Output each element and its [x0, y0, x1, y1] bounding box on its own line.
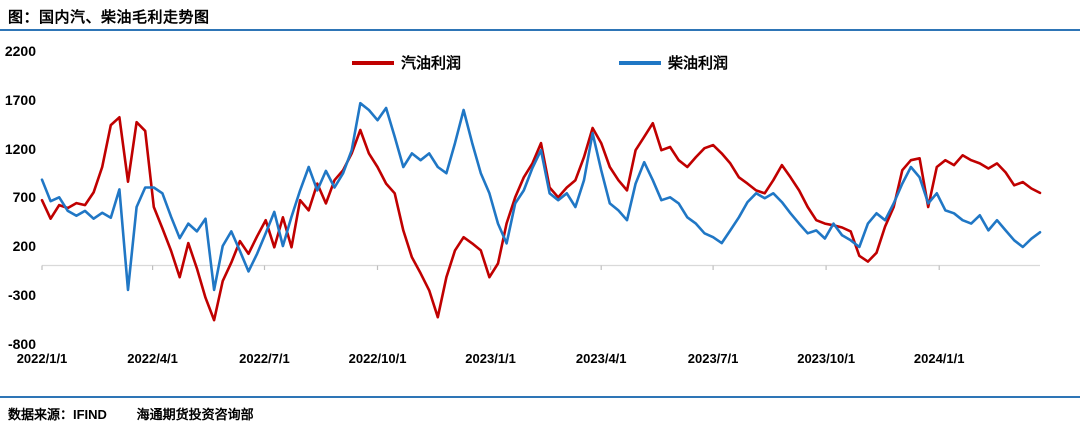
y-axis-tick-label: 200 — [12, 238, 36, 254]
x-axis-tick-label: 2024/1/1 — [913, 351, 965, 366]
y-axis-tick-label: -300 — [7, 286, 36, 303]
y-axis-tick-label: 700 — [12, 189, 36, 206]
x-axis-tick-label: 2022/1/1 — [16, 351, 68, 366]
gasoline-line — [40, 116, 1042, 322]
legend-item-gasoline: 汽油利润 — [351, 52, 461, 73]
chart-legend: 汽油利润 柴油利润 — [0, 52, 1080, 73]
legend-item-diesel: 柴油利润 — [619, 52, 728, 73]
y-axis-tick-label: 1700 — [4, 91, 36, 108]
legend-label-gasoline: 汽油利润 — [400, 55, 461, 72]
footer: 数据来源：IFIND 海通期货投资咨询部 — [0, 396, 1080, 423]
y-axis-tick-label: 1200 — [4, 140, 36, 157]
title-underline-rule — [0, 29, 1080, 31]
diesel-line — [40, 101, 1042, 292]
x-axis-tick-label: 2023/1/1 — [465, 351, 516, 366]
page-title: 图：国内汽、柴油毛利走势图 — [8, 9, 210, 26]
y-axis-tick-label: -800 — [7, 335, 36, 352]
department-label: 海通期货投资咨询部 — [136, 407, 254, 422]
x-axis-tick-label: 2023/10/1 — [797, 351, 856, 366]
x-axis-tick-label: 2023/7/1 — [687, 351, 739, 366]
diesel-line-swatch — [619, 60, 661, 65]
x-axis-tick-label: 2022/10/1 — [348, 351, 407, 366]
y-axis-tick-label: 2200 — [4, 43, 36, 59]
gasoline-line-swatch — [351, 60, 394, 65]
legend-label-diesel: 柴油利润 — [668, 55, 729, 72]
x-axis-tick-label: 2022/4/1 — [127, 351, 178, 366]
x-axis-tick-label: 2023/4/1 — [575, 351, 627, 366]
x-axis-tick-label: 2022/7/1 — [239, 351, 290, 366]
data-source-label: 数据来源：IFIND — [8, 407, 107, 422]
